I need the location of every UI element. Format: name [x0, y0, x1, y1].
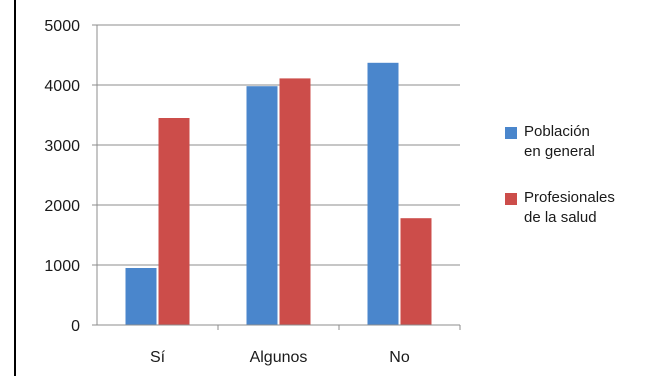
x-tick-label-algunos: Algunos	[250, 349, 308, 366]
x-tick-label-si: Sí	[150, 349, 166, 366]
grid	[97, 24, 460, 266]
y-tick-label-3000: 3000	[44, 138, 80, 155]
y-tick-label-0: 0	[71, 318, 80, 335]
legend: Población en general Profesionales de la…	[505, 122, 665, 254]
x-tick-label-no: No	[389, 349, 410, 366]
legend-label-series-0: Población en general	[524, 123, 595, 160]
bars	[125, 62, 432, 326]
tick-labels: 0 1000 2000 3000 4000 5000 Sí Algunos No	[44, 18, 409, 366]
legend-label-series-1: Profesionales de la salud	[524, 189, 615, 226]
bar-series-1-algunos	[279, 78, 311, 326]
y-tick-label-2000: 2000	[44, 198, 80, 215]
axes	[92, 24, 461, 330]
bar-series-1-no	[400, 218, 432, 325]
legend-swatch-series-1	[505, 193, 517, 205]
bar-series-0-si	[125, 268, 157, 325]
legend-swatch-series-0	[505, 127, 517, 139]
legend-item-series-1: Profesionales de la salud	[505, 188, 665, 228]
y-tick-label-5000: 5000	[44, 18, 80, 35]
bar-series-1-si	[158, 118, 190, 325]
y-tick-label-4000: 4000	[44, 78, 80, 95]
bar-series-0-no	[367, 62, 399, 326]
legend-item-series-0: Población en general	[505, 122, 665, 162]
y-tick-label-1000: 1000	[44, 258, 80, 275]
bar-series-0-algunos	[246, 86, 278, 325]
